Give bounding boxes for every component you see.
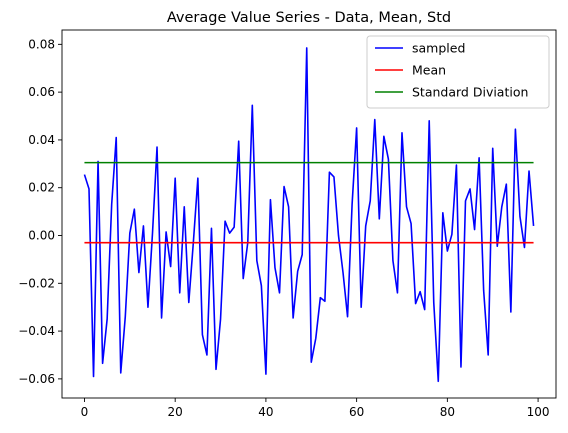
legend-label-standard-diviation: Standard Diviation <box>412 85 528 100</box>
y-tick-label: 0.00 <box>28 229 55 243</box>
series-layer <box>83 47 535 383</box>
y-tick-label: 0.02 <box>28 181 55 195</box>
y-tick-label: 0.06 <box>28 85 55 99</box>
legend-label-mean: Mean <box>412 63 446 78</box>
x-tick-label: 20 <box>168 405 183 419</box>
plot-frame <box>61 29 557 399</box>
y-tick-label: 0.04 <box>28 133 55 147</box>
legend-label-sampled: sampled <box>412 41 465 56</box>
x-tick-label: 100 <box>527 405 550 419</box>
x-tick-label: 80 <box>440 405 455 419</box>
y-tick-label: −0.04 <box>18 324 55 338</box>
axes-layer: 0 20 40 60 80 100 −0.06 −0.04 −0.02 0.00 0.02 0.04 0… <box>18 29 557 419</box>
y-tick-label: −0.02 <box>18 276 55 290</box>
y-tick-label: 0.08 <box>28 37 55 51</box>
legend: sampled Mean Standard Diviation <box>366 35 550 109</box>
legend-box <box>366 35 550 109</box>
y-tick-label: −0.06 <box>18 372 55 386</box>
chart-title: Average Value Series - Data, Mean, Std <box>167 10 451 26</box>
x-tick-label: 0 <box>81 405 89 419</box>
x-tick-label: 60 <box>349 405 364 419</box>
x-tick-label: 40 <box>258 405 273 419</box>
series-line-sampled <box>83 47 535 383</box>
